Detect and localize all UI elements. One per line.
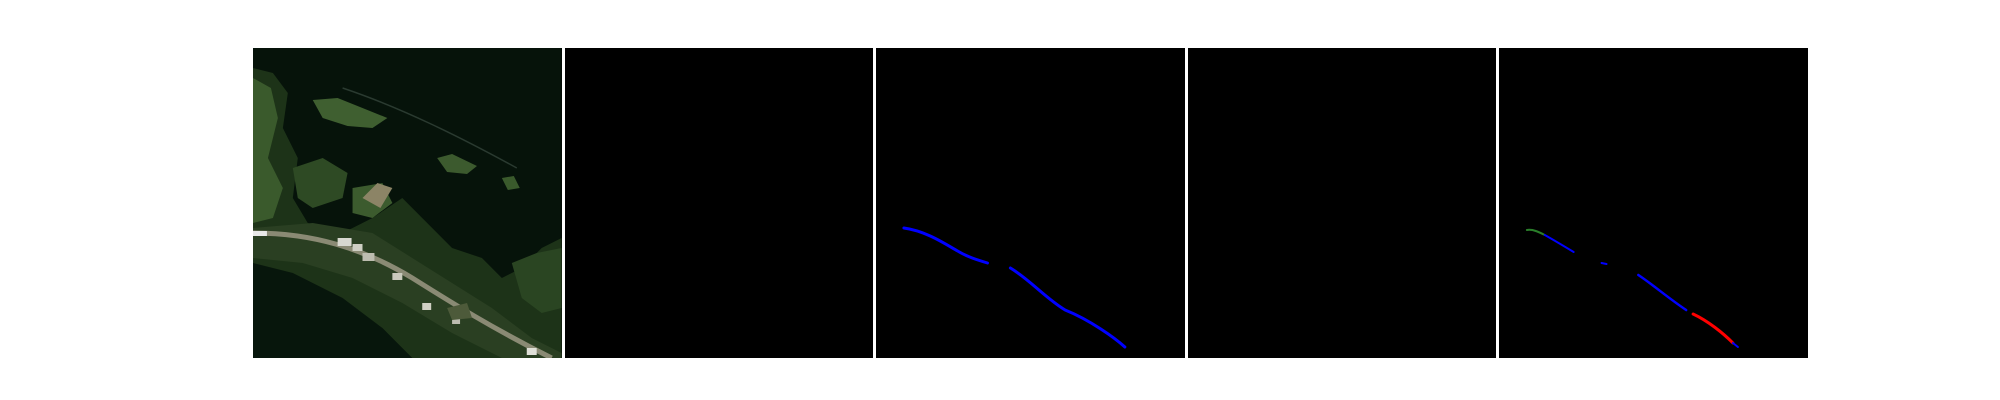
satellite-image-panel bbox=[253, 48, 562, 358]
road-mask-panel bbox=[876, 48, 1185, 358]
pred-segment-green bbox=[1526, 228, 1547, 236]
prediction-mask-panel bbox=[1499, 48, 1808, 358]
pred-segment-blue-4 bbox=[1732, 342, 1740, 348]
empty-mask-panel-1 bbox=[564, 48, 874, 358]
empty-mask-panel-2 bbox=[1187, 48, 1497, 358]
road-mask bbox=[876, 48, 1185, 358]
pred-segment-blue-2 bbox=[1600, 262, 1608, 265]
image-strip bbox=[253, 48, 1808, 358]
empty-mask-2 bbox=[1187, 48, 1497, 358]
satellite-image bbox=[253, 48, 562, 358]
pred-segment-blue-3 bbox=[1637, 273, 1688, 312]
road-segment-lower bbox=[1009, 266, 1127, 349]
pred-segment-blue-1 bbox=[1544, 234, 1576, 253]
empty-mask-1 bbox=[564, 48, 874, 358]
pred-segment-red bbox=[1691, 312, 1735, 345]
prediction-mask bbox=[1499, 48, 1808, 358]
road-segment-upper bbox=[902, 226, 990, 265]
